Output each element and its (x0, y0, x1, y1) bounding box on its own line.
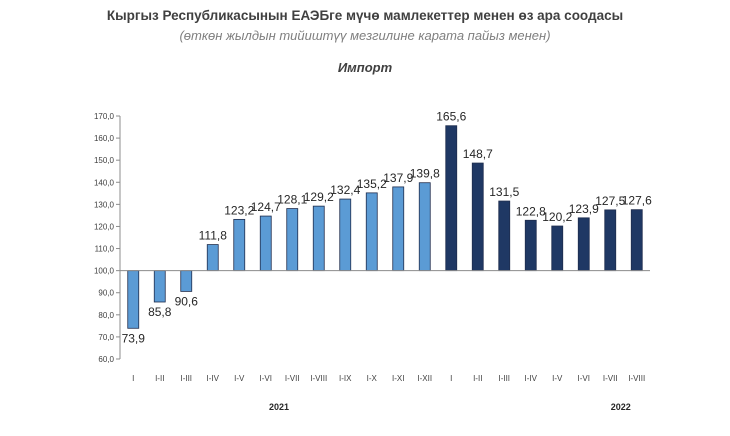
bar (630, 209, 643, 272)
series-title: Импорт (337, 60, 393, 75)
data-label: 135,2 (357, 177, 387, 191)
y-tick-label: 60,0 (98, 355, 114, 364)
data-label: 120,2 (542, 210, 572, 224)
bar (259, 215, 272, 272)
data-label: 73,9 (122, 331, 146, 345)
x-tick-label: I-IV (207, 374, 220, 383)
data-label: 165,6 (436, 110, 466, 124)
bar (604, 209, 617, 272)
data-label: 129,2 (304, 190, 334, 204)
x-tick-label: I-X (367, 374, 378, 383)
bar (471, 162, 484, 272)
data-label: 131,5 (489, 185, 519, 199)
data-label: 85,8 (148, 305, 172, 319)
data-label: 123,2 (224, 203, 254, 217)
bar (551, 225, 564, 272)
x-tick-label: I-II (473, 374, 482, 383)
data-label: 128,1 (277, 193, 307, 207)
bar (233, 218, 246, 272)
x-tick-label: I-VIII (310, 374, 327, 383)
y-tick-label: 70,0 (98, 333, 114, 342)
x-tick-label: I-VII (603, 374, 618, 383)
data-label: 132,4 (330, 183, 360, 197)
data-label: 127,6 (622, 194, 652, 208)
y-tick-label: 170,0 (94, 112, 115, 121)
bar (418, 182, 431, 272)
x-tick-label: I-VI (578, 374, 590, 383)
y-tick-label: 150,0 (94, 156, 115, 165)
x-tick-label: I-XI (392, 374, 404, 383)
bar (524, 219, 537, 272)
bar (153, 270, 166, 303)
x-tick-label: I (132, 374, 134, 383)
x-tick-label: I-VII (285, 374, 300, 383)
bar (577, 217, 590, 272)
bar (206, 244, 219, 272)
data-label: 124,7 (251, 200, 281, 214)
data-label: 148,7 (463, 147, 493, 161)
x-tick-label: I-VI (260, 374, 272, 383)
data-label: 122,8 (516, 204, 546, 218)
data-label: 137,9 (383, 171, 413, 185)
x-tick-label: I (450, 374, 452, 383)
bar (498, 200, 511, 272)
bar (392, 186, 405, 272)
bar (445, 125, 458, 272)
data-label: 127,5 (595, 194, 625, 208)
y-tick-label: 110,0 (95, 245, 115, 254)
bar (127, 270, 140, 329)
y-tick-label: 130,0 (94, 200, 115, 209)
x-tick-label: I-III (498, 374, 510, 383)
y-tick-label: 120,0 (94, 222, 115, 231)
x-tick-label: I-VIII (628, 374, 645, 383)
x-tick-label: I-IX (339, 374, 352, 383)
x-tick-label: I-III (180, 374, 192, 383)
x-tick-label: I-II (155, 374, 164, 383)
x-tick-label: I-V (552, 374, 563, 383)
y-tick-label: 90,0 (98, 289, 114, 298)
data-label: 139,8 (410, 167, 440, 181)
y-tick-label: 80,0 (98, 311, 114, 320)
year-label: 2022 (611, 402, 631, 412)
bar (365, 192, 378, 272)
data-label: 111,8 (199, 229, 228, 243)
bar (286, 208, 299, 272)
data-label: 123,9 (569, 202, 599, 216)
x-tick-label: I-XII (417, 374, 432, 383)
bar (339, 198, 352, 272)
data-label: 90,6 (175, 294, 199, 308)
x-tick-label: I-IV (525, 374, 538, 383)
bar (180, 270, 193, 292)
y-tick-label: 160,0 (94, 134, 115, 143)
chart-title: Кыргыз Республикасынын ЕАЭБге мүчө мамле… (106, 8, 624, 23)
y-tick-label: 140,0 (94, 178, 115, 187)
year-label: 2021 (269, 402, 289, 412)
x-tick-label: I-V (234, 374, 245, 383)
y-tick-label: 100,0 (94, 267, 115, 276)
bar (312, 205, 325, 272)
chart-subtitle: (өткөн жылдын тийиштүү мезгилине карата … (179, 28, 551, 43)
